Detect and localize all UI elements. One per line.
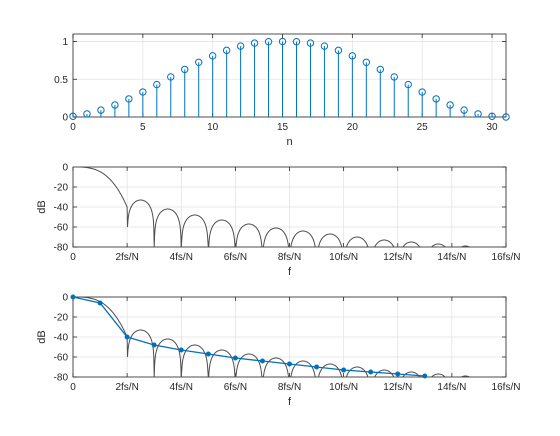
sampled-point bbox=[124, 334, 130, 340]
stem-marker bbox=[390, 73, 398, 81]
y-tick-label: 0 bbox=[62, 113, 68, 124]
stem-marker bbox=[334, 46, 343, 55]
sampled-point bbox=[287, 361, 292, 367]
x-tick-label: 12fs/N bbox=[383, 382, 412, 393]
stem-marker bbox=[236, 42, 245, 50]
stem-marker bbox=[446, 101, 454, 109]
plot-area bbox=[73, 34, 506, 117]
x-tick-label: 6fs/N bbox=[224, 382, 247, 393]
stem-marker bbox=[181, 65, 189, 74]
sampled-point bbox=[368, 369, 374, 375]
y-axis-label: dB bbox=[36, 330, 48, 343]
y-tick-label: -80 bbox=[54, 243, 69, 254]
x-tick-label: 15 bbox=[277, 122, 289, 133]
stem-marker bbox=[376, 65, 384, 74]
y-tick-label: -80 bbox=[54, 373, 69, 384]
y-tick-label: -20 bbox=[54, 183, 69, 194]
stem-marker bbox=[348, 52, 357, 60]
x-tick-label: 0 bbox=[70, 122, 76, 133]
response-curve bbox=[73, 166, 479, 248]
sampled-point bbox=[314, 364, 320, 370]
x-tick-label: 4fs/N bbox=[170, 252, 193, 263]
x-tick-label: 14fs/N bbox=[437, 382, 466, 393]
stem-marker bbox=[111, 101, 119, 109]
y-tick-label: -20 bbox=[54, 313, 69, 324]
x-tick-label: 16fs/N bbox=[492, 252, 521, 263]
x-tick-label: 14fs/N bbox=[437, 252, 466, 263]
x-tick-label: 2fs/N bbox=[115, 252, 138, 263]
stem-marker bbox=[432, 95, 440, 103]
stem-marker bbox=[474, 110, 482, 118]
stem-marker bbox=[488, 112, 496, 120]
plot-magnitude-response: 0 2fs/N 4fs/N 6fs/N 8fs/N 10fs/N 12fs/N 14fs/N 1… bbox=[36, 163, 520, 279]
stem-marker bbox=[250, 39, 259, 47]
stem-marker bbox=[167, 73, 175, 81]
x-tick-label: 20 bbox=[347, 122, 359, 133]
axes-frame bbox=[72, 33, 507, 118]
sampled-point bbox=[395, 371, 401, 377]
y-tick-label: -60 bbox=[54, 223, 69, 234]
sampled-point bbox=[232, 355, 238, 361]
stem-marker bbox=[418, 88, 426, 96]
stem-marker bbox=[404, 80, 412, 89]
x-axis-label: n bbox=[286, 136, 292, 148]
plot-window-sequence: 0 5 10 15 20 25 30 0 0.5 1 n bbox=[54, 33, 510, 148]
x-tick-label: 2fs/N bbox=[115, 382, 138, 393]
x-tick-label: 25 bbox=[417, 122, 429, 133]
stem-marker bbox=[362, 58, 371, 66]
x-axis-label: f bbox=[288, 266, 292, 278]
sampled-point bbox=[151, 342, 157, 348]
x-tick-label: 5 bbox=[140, 122, 146, 133]
stem-marker bbox=[139, 88, 147, 96]
x-tick-label: 6fs/N bbox=[224, 252, 247, 263]
stem-marker bbox=[502, 113, 510, 121]
stem-marker bbox=[222, 46, 231, 55]
sampled-point bbox=[259, 358, 265, 364]
y-tick-label: -60 bbox=[54, 353, 69, 364]
x-tick-label: 0 bbox=[70, 252, 76, 263]
x-tick-label: 16fs/N bbox=[492, 382, 521, 393]
stem-marker bbox=[278, 37, 287, 46]
stem-marker bbox=[306, 39, 315, 47]
x-tick-label: 10 bbox=[207, 122, 219, 133]
sampled-point bbox=[178, 347, 184, 353]
stem-marker bbox=[320, 42, 329, 50]
sampled-line bbox=[72, 296, 425, 377]
stem-marker bbox=[195, 58, 203, 66]
x-tick-label: 0 bbox=[70, 382, 76, 393]
y-tick-label: -40 bbox=[54, 203, 69, 214]
stem-marker bbox=[460, 106, 468, 114]
stem-marker bbox=[264, 37, 273, 46]
sampled-point bbox=[97, 300, 103, 306]
stem-marker bbox=[83, 110, 91, 118]
stem-marker bbox=[97, 106, 105, 114]
x-tick-label: 12fs/N bbox=[383, 252, 412, 263]
stem-marker bbox=[69, 112, 77, 120]
stem-marker bbox=[125, 95, 133, 103]
plot-magnitude-response-sampled: 0 2fs/N 4fs/N 6fs/N 8fs/N 10fs/N 12fs/N 14fs/N 1… bbox=[36, 293, 520, 409]
x-tick-label: 10fs/N bbox=[329, 382, 358, 393]
y-tick-label: 0 bbox=[62, 163, 68, 174]
x-tick-label: 10fs/N bbox=[329, 252, 358, 263]
y-tick-label: 0.5 bbox=[54, 75, 68, 86]
stem-marker bbox=[292, 37, 301, 46]
y-axis-label: dB bbox=[36, 200, 48, 213]
y-tick-label: 1 bbox=[62, 37, 68, 48]
stem-marker bbox=[153, 80, 161, 89]
x-tick-label: 8fs/N bbox=[278, 382, 301, 393]
x-tick-label: 4fs/N bbox=[170, 382, 193, 393]
x-tick-label: 30 bbox=[486, 122, 498, 133]
sampled-point bbox=[422, 373, 428, 379]
stem-marker bbox=[208, 52, 217, 60]
y-tick-label: -40 bbox=[54, 333, 69, 344]
sampled-point bbox=[341, 367, 347, 373]
x-tick-label: 8fs/N bbox=[278, 252, 301, 263]
sampled-point bbox=[205, 351, 211, 357]
sampled-point bbox=[70, 294, 76, 300]
x-axis-label: f bbox=[288, 396, 292, 408]
y-tick-label: 0 bbox=[62, 293, 68, 304]
